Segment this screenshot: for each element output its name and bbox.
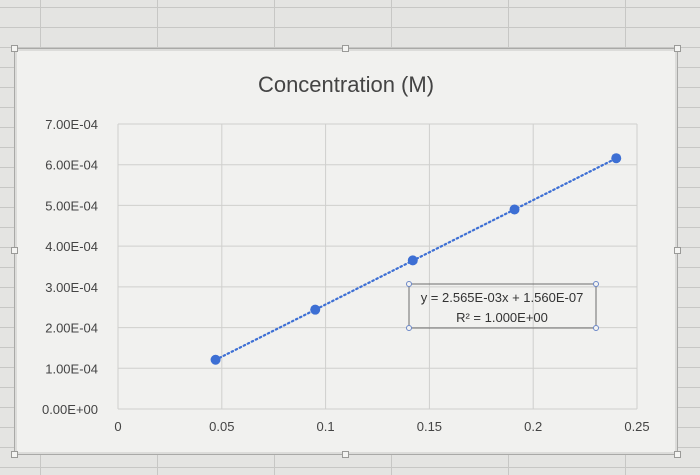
label-handle[interactable] <box>593 325 599 331</box>
y-tick-label: 7.00E-04 <box>45 117 98 132</box>
data-point[interactable] <box>310 304 321 315</box>
y-tick-label: 6.00E-04 <box>45 158 98 173</box>
y-axis-labels: 0.00E+00 1.00E-04 2.00E-04 3.00E-04 4.00E-04… <box>42 117 98 417</box>
trendline-label-border <box>408 283 597 329</box>
x-tick-label: 0 <box>114 419 121 434</box>
trendline-equation: y = 2.565E-03x + 1.560E-07 <box>421 290 584 305</box>
trendline-r-squared: R² = 1.000E+00 <box>456 310 548 325</box>
data-points <box>210 153 622 365</box>
y-tick-label: 4.00E-04 <box>45 239 98 254</box>
resize-handle[interactable] <box>674 247 681 254</box>
y-tick-label: 1.00E-04 <box>45 361 98 376</box>
data-point[interactable] <box>611 153 622 164</box>
resize-handle[interactable] <box>11 247 18 254</box>
chart-title[interactable]: Concentration (M) <box>258 72 434 97</box>
label-handle[interactable] <box>593 281 599 287</box>
y-tick-label: 5.00E-04 <box>45 198 98 213</box>
chart-area[interactable] <box>11 45 681 458</box>
data-point[interactable] <box>407 255 418 266</box>
data-point[interactable] <box>210 354 221 365</box>
x-tick-label: 0.25 <box>624 419 649 434</box>
trendline-label-box[interactable]: y = 2.565E-03x + 1.560E-07 R² = 1.000E+0… <box>406 281 599 331</box>
y-tick-label: 0.00E+00 <box>42 402 98 417</box>
x-tick-label: 0.05 <box>209 419 234 434</box>
resize-handle[interactable] <box>674 451 681 458</box>
resize-handle[interactable] <box>342 451 349 458</box>
x-tick-label: 0.1 <box>317 419 335 434</box>
data-point[interactable] <box>509 204 520 215</box>
resize-handle[interactable] <box>11 45 18 52</box>
x-tick-label: 0.15 <box>417 419 442 434</box>
gridlines <box>117 123 638 410</box>
x-tick-label: 0.2 <box>524 419 542 434</box>
resize-handle[interactable] <box>342 45 349 52</box>
x-axis-labels: 0 0.05 0.1 0.15 0.2 0.25 <box>114 419 649 434</box>
y-tick-label: 2.00E-04 <box>45 321 98 336</box>
resize-handle[interactable] <box>11 451 18 458</box>
y-tick-label: 3.00E-04 <box>45 280 98 295</box>
label-handle[interactable] <box>406 281 412 287</box>
resize-handle[interactable] <box>674 45 681 52</box>
label-handle[interactable] <box>406 325 412 331</box>
